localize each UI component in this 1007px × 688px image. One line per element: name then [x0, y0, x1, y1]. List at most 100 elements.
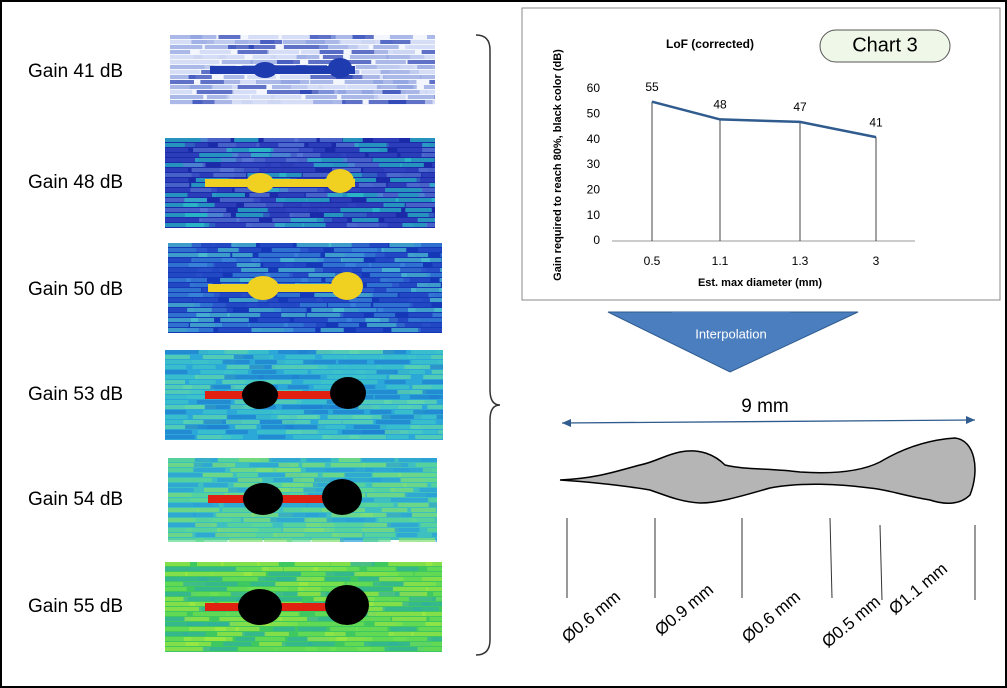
scan-texture: [233, 355, 270, 359]
scan-texture: [428, 213, 435, 217]
scan-texture: [313, 100, 346, 104]
scan-texture: [362, 75, 385, 79]
scan-texture: [165, 587, 187, 591]
scan-texture: [431, 385, 443, 389]
scan-texture: [193, 463, 227, 467]
scan-texture: [274, 308, 307, 312]
scan-texture: [168, 308, 195, 312]
scan-texture: [239, 163, 280, 167]
scan-texture: [441, 410, 443, 414]
scan-texture: [419, 473, 437, 477]
scan-texture: [165, 632, 188, 636]
scan-texture: [232, 253, 253, 257]
scan-texture: [361, 268, 402, 272]
scan-texture: [308, 622, 348, 626]
scan-texture: [226, 420, 260, 424]
scan-texture: [232, 273, 271, 277]
scan-texture: [397, 503, 437, 507]
scan-texture: [249, 528, 282, 532]
scan-texture: [165, 637, 192, 641]
scan-texture: [305, 95, 337, 99]
scan-texture: [306, 198, 330, 202]
scan-texture: [423, 85, 435, 89]
scan-texture: [403, 582, 436, 586]
scan-texture: [287, 385, 309, 389]
scan-texture: [199, 153, 238, 157]
scan-texture: [410, 420, 436, 424]
scan-texture: [320, 587, 342, 591]
scan-texture: [278, 143, 304, 147]
scan-texture: [230, 468, 273, 472]
scan-texture: [291, 85, 323, 89]
scan-texture: [393, 637, 433, 641]
scan-texture: [294, 253, 321, 257]
scan-texture: [281, 642, 313, 646]
scan-texture: [244, 203, 284, 207]
scan-texture: [417, 65, 435, 69]
scan-texture: [273, 478, 301, 482]
scan-texture: [322, 435, 360, 439]
scan-texture: [431, 198, 435, 202]
scan-texture: [165, 178, 189, 182]
scan-texture: [319, 153, 346, 157]
scan-texture: [376, 85, 414, 89]
scan-texture: [193, 148, 233, 152]
scan-texture: [374, 622, 403, 626]
scan-texture: [292, 365, 328, 369]
scan-texture: [423, 375, 443, 379]
scan-texture: [203, 483, 228, 487]
scan-texture: [278, 597, 303, 601]
scan-texture: [375, 60, 406, 64]
brace: [475, 34, 501, 656]
scan-texture: [195, 523, 217, 527]
scan-texture: [357, 617, 391, 621]
scan-texture: [396, 323, 431, 327]
scan-texture: [397, 390, 427, 394]
scan-texture: [272, 410, 313, 414]
scan-texture: [438, 430, 443, 434]
scan-texture: [417, 647, 442, 651]
scan-texture: [297, 587, 322, 591]
scan-texture: [191, 60, 220, 64]
scan-texture: [383, 203, 405, 207]
scan-texture: [402, 602, 431, 606]
scan-texture: [168, 283, 194, 287]
scan-texture: [340, 208, 380, 212]
scan-texture: [410, 138, 435, 142]
scan-texture: [365, 390, 411, 394]
scan-texture: [432, 263, 442, 267]
scan-texture: [361, 278, 389, 282]
scan-texture: [276, 360, 314, 364]
scan-texture: [377, 308, 416, 312]
scan-texture: [185, 223, 216, 227]
scan-texture: [412, 385, 443, 389]
scan-texture: [415, 463, 437, 467]
scan-texture: [226, 430, 248, 434]
scan-texture: [191, 498, 219, 502]
scan-texture: [170, 35, 203, 39]
scan-texture: [320, 328, 344, 332]
scan-texture: [170, 80, 194, 84]
scan-texture: [326, 375, 366, 379]
scan-texture: [183, 420, 222, 424]
scan-texture: [365, 637, 407, 641]
scan-texture: [271, 153, 304, 157]
scan-texture: [375, 258, 399, 262]
scan-texture: [188, 75, 212, 79]
scan-texture: [372, 582, 407, 586]
scan-texture: [165, 420, 190, 424]
scan-texture: [359, 148, 388, 152]
scan-texture: [409, 70, 435, 74]
scan-label: Gain 55 dB: [28, 596, 123, 617]
scan-texture: [378, 223, 414, 227]
scan-texture: [355, 627, 388, 631]
scan-texture: [285, 355, 315, 359]
scan-texture: [427, 637, 442, 641]
scan-texture: [168, 273, 203, 277]
scan-texture: [226, 148, 271, 152]
scan-texture: [211, 572, 253, 576]
scan-texture: [380, 425, 421, 429]
scan-texture: [168, 278, 191, 282]
scan-texture: [165, 617, 191, 621]
scan-texture: [435, 350, 443, 354]
